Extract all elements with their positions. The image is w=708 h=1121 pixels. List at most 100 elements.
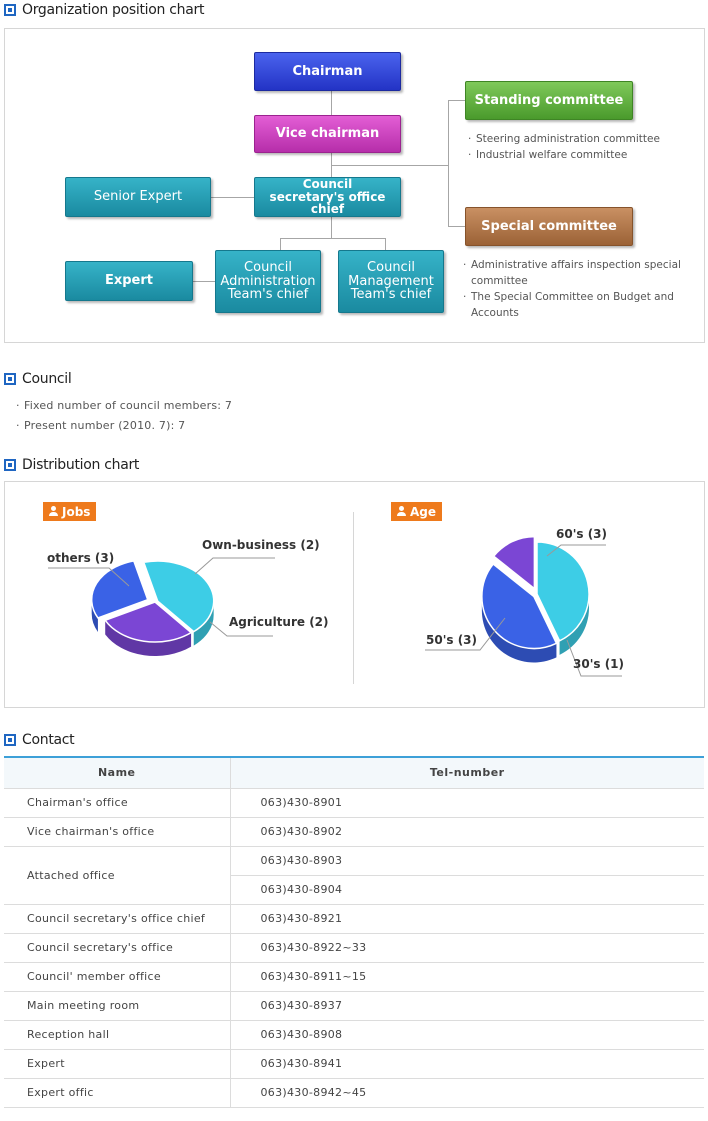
table-row: Expert offic 063)430-8942~45: [4, 1078, 704, 1108]
pie-slice-50-s: [536, 541, 590, 642]
section-bullet-icon: [4, 373, 16, 385]
connector-line: [211, 197, 254, 198]
contact-name-cell: Attached office: [4, 846, 231, 905]
connector-line: [331, 217, 332, 238]
section-bullet-icon: [4, 459, 16, 471]
list-item: Present number (2010. 7): 7: [16, 416, 232, 436]
jobs-tag-label: Jobs: [62, 504, 91, 519]
contact-table: Name Tel-number Chairman's office 063)430…: [4, 756, 704, 1108]
special-committee-label: Special committee: [481, 218, 617, 234]
vice-chairman-label: Vice chairman: [275, 126, 380, 142]
expert-box: Expert: [65, 261, 193, 301]
table-row: Council' member office 063)430-8911~15: [4, 962, 704, 992]
section-title-council: Council: [4, 369, 72, 389]
contact-tel-cell: 063)430-8941: [229, 1049, 704, 1079]
section-title-text: Contact: [22, 732, 75, 748]
divider: [353, 512, 354, 684]
leader-line: [566, 639, 622, 677]
table-row: Council secretary's office chief 063)430-…: [4, 904, 704, 934]
distribution-panel: Jobs Age others (3) Own-business (2) Agr…: [4, 481, 705, 708]
contact-name-cell: Expert offic: [4, 1078, 230, 1108]
vice-chairman-box: Vice chairman: [254, 115, 401, 153]
leader-line: [546, 544, 606, 557]
section-bullet-icon: [4, 4, 16, 16]
senior-expert-box: Senior Expert: [65, 177, 211, 217]
list-item: Fixed number of council members: 7: [16, 396, 232, 416]
contact-name-cell: Reception hall: [4, 1020, 230, 1050]
table-row: Reception hall 063)430-8908: [4, 1020, 704, 1050]
pie-slice-agriculture: [91, 560, 149, 619]
table-row: Expert 063)430-8941: [4, 1049, 704, 1079]
table-row: Chairman's office 063)430-8901: [4, 788, 704, 818]
pie-slice-side-agriculture: [91, 599, 98, 632]
connector-line: [331, 91, 332, 115]
contact-name-cell: Council' member office: [4, 962, 230, 992]
contact-name-cell: Main meeting room: [4, 991, 230, 1021]
section-title-org: Organization position chart: [4, 0, 204, 20]
contact-tel-cell: 063)430-8911~15: [229, 962, 704, 992]
table-row: 063)430-8904: [4, 875, 704, 905]
contact-name-cell: Vice chairman's office: [4, 817, 230, 847]
person-icon: [48, 506, 59, 517]
jobs-label-others: others (3): [47, 551, 115, 565]
jobs-label-own-business: Own-business (2): [202, 538, 320, 552]
contact-tel-cell: 063)430-8921: [229, 904, 704, 934]
table-row: Council secretary's office 063)430-8922~3…: [4, 933, 704, 963]
table-row: Main meeting room 063)430-8937: [4, 991, 704, 1021]
leader-line: [194, 557, 275, 575]
connector-line: [385, 238, 386, 250]
contact-tel-cell: 063)430-8903: [229, 846, 704, 876]
leader-line: [209, 621, 273, 637]
person-icon: [396, 506, 407, 517]
contact-tel-cell: 063)430-8901: [229, 788, 704, 818]
section-title-contact: Contact: [4, 730, 75, 750]
leader-line: [425, 617, 506, 651]
connector-line: [448, 100, 449, 226]
pie-slice-60-s: [481, 563, 558, 650]
contact-tel-cell: 063)430-8937: [229, 991, 704, 1021]
contact-tel-cell: 063)430-8922~33: [229, 933, 704, 963]
contact-tel-cell: 063)430-8902: [229, 817, 704, 847]
pie-slice-side-60-s: [481, 596, 557, 663]
jobs-pie-chart: [48, 557, 275, 656]
org-chart-panel: Chairman Vice chairman Council secretary…: [4, 28, 705, 343]
admin-chief-label: Council Administration Team's chief: [220, 260, 316, 303]
list-item: Administrative affairs inspection specia…: [463, 257, 693, 289]
section-title-text: Council: [22, 371, 72, 387]
contact-name-cell: Council secretary's office: [4, 933, 230, 963]
jobs-label-agriculture: Agriculture (2): [229, 615, 329, 629]
standing-committee-box: Standing committee: [465, 81, 633, 120]
special-committee-list: Administrative affairs inspection specia…: [463, 257, 693, 321]
contact-name-cell: Chairman's office: [4, 788, 230, 818]
age-pie-chart: [425, 535, 622, 677]
contact-tel-cell: 063)430-8908: [229, 1020, 704, 1050]
pie-slice-30-s: [492, 535, 536, 591]
secretary-chief-label: Council secretary's office chief: [269, 177, 386, 217]
pie-slice-own-business: [104, 601, 193, 643]
contact-name-cell: Council secretary's office chief: [4, 904, 230, 934]
section-title-text: Distribution chart: [22, 457, 140, 473]
age-tag: Age: [391, 502, 443, 521]
expert-label: Expert: [104, 273, 153, 289]
connector-line: [331, 165, 448, 166]
column-header-name: Name: [4, 756, 230, 789]
connector-line: [280, 238, 385, 239]
chairman-box: Chairman: [254, 52, 401, 91]
table-row: Vice chairman's office 063)430-8902: [4, 817, 704, 847]
table-row: Attached office 063)430-8903: [4, 846, 704, 905]
management-chief-box: Council Management Team's chief: [338, 250, 444, 313]
chairman-label: Chairman: [292, 63, 363, 79]
column-header-tel: Tel-number: [229, 756, 704, 789]
section-bullet-icon: [4, 734, 16, 746]
age-label-60s: 60's (3): [556, 527, 608, 541]
special-committee-box: Special committee: [465, 207, 633, 246]
jobs-tag: Jobs: [43, 502, 97, 521]
age-tag-label: Age: [410, 504, 437, 519]
table-header-row: Name Tel-number: [4, 756, 704, 789]
senior-expert-label: Senior Expert: [93, 189, 183, 205]
section-title-distribution: Distribution chart: [4, 455, 139, 475]
standing-committee-label: Standing committee: [474, 92, 624, 108]
connector-line: [193, 281, 215, 282]
connector-line: [448, 226, 465, 227]
list-item: Industrial welfare committee: [468, 147, 688, 163]
